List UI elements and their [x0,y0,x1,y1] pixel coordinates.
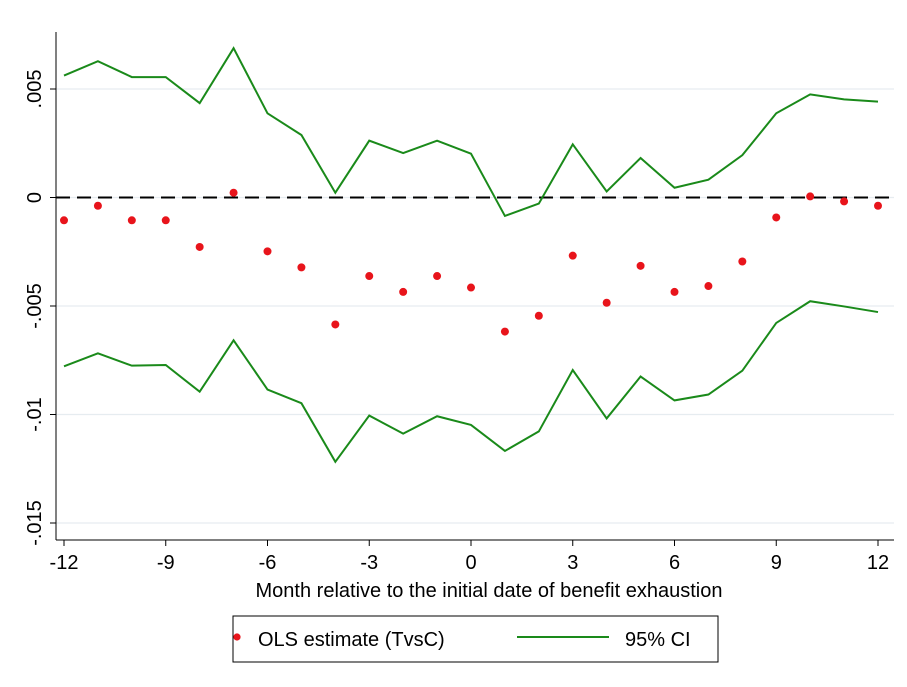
x-tick-label: 12 [867,552,889,574]
estimate-point [534,311,543,320]
y-tick-label: 0 [24,192,46,203]
y-tick-label: .005 [24,70,46,109]
estimate-point [433,272,442,281]
y-tick-label: -.005 [24,283,46,329]
estimate-point [636,261,645,270]
estimate-point [93,201,102,210]
x-tick-label: -12 [50,552,79,574]
x-tick-label: -6 [259,552,277,574]
estimate-point [263,247,272,256]
estimate-point [500,327,509,336]
x-tick-label: 0 [465,552,476,574]
y-tick-label: -.01 [24,397,46,431]
estimate-point [127,216,136,225]
y-ticks: -.015 -.01 -.005 0 .005 [24,70,56,546]
x-tick-label: 6 [669,552,680,574]
estimate-point [772,213,781,222]
x-tick-label: -3 [360,552,378,574]
legend: OLS estimate (TvsC) 95% CI [232,615,719,663]
x-ticks: -12 -9 -6 -3 0 3 6 9 12 [50,540,889,574]
estimate-point [60,216,68,225]
estimate-point [467,283,475,292]
estimate-points [60,188,882,336]
estimate-point [568,251,577,260]
estimate-point [229,188,238,197]
estimate-point [195,242,204,251]
axes [55,32,894,541]
estimate-point [806,192,815,201]
legend-box [232,615,719,663]
estimate-point [840,197,849,206]
legend-label-ci: 95% CI [625,629,691,651]
x-tick-label: 9 [771,552,782,574]
estimate-point [399,287,408,296]
legend-marker-estimate [233,633,241,641]
legend-label-estimate: OLS estimate (TvsC) [258,629,445,651]
estimate-point [670,287,679,296]
x-tick-label: -9 [157,552,175,574]
estimate-point [161,216,170,225]
estimate-point [738,257,747,266]
y-tick-label: -.015 [24,500,46,546]
ci-lower-line [63,300,879,464]
ci-lines [63,46,879,464]
ci-upper-line [63,46,879,218]
estimate-point [297,263,306,272]
estimate-point [704,282,713,291]
estimate-point [602,298,611,307]
estimate-point [331,320,340,329]
x-axis-title: Month relative to the initial date of be… [256,580,723,602]
estimate-point [365,272,374,281]
estimate-point [874,201,882,210]
x-tick-label: 3 [567,552,578,574]
